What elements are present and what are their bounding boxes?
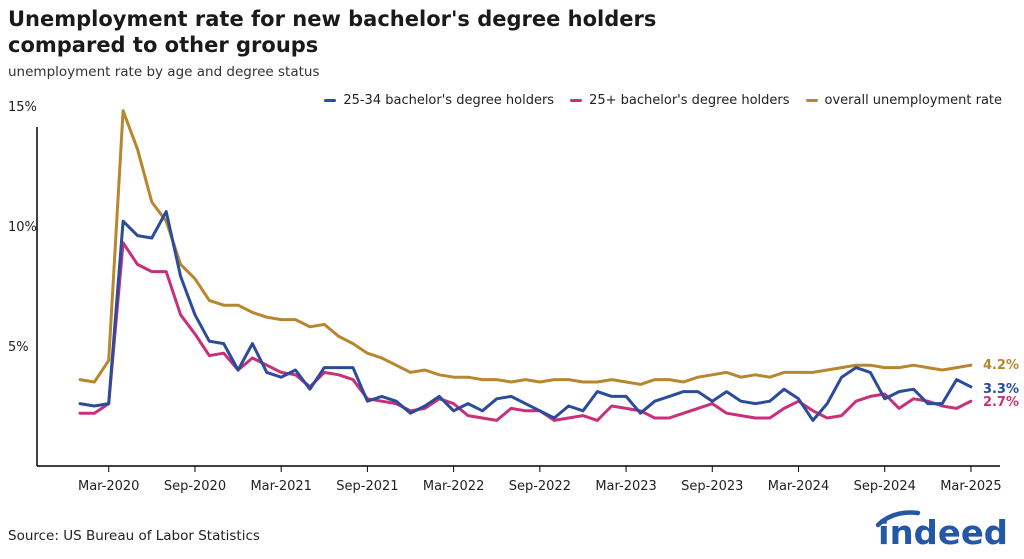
series-line-1 (78, 241, 973, 422)
indeed-logo-wordmark: indeed (878, 513, 1008, 552)
x-tick-label: Mar-2023 (595, 479, 656, 494)
indeed-logo-arc (875, 510, 921, 528)
series-line-0 (78, 210, 973, 422)
end-value-label-0: 3.3% (983, 382, 1019, 397)
indeed-logo: indeed (875, 510, 1008, 552)
legend-item-overall-unemployment: overall unemployment rate (805, 93, 1003, 108)
legend-item-25-34-bachelors: 25-34 bachelor's degree holders (324, 93, 554, 108)
chart-title-line-2: compared to other groups (8, 33, 319, 57)
x-tick-label: Mar-2022 (423, 479, 484, 494)
x-tick-label: Sep-2021 (336, 479, 398, 494)
legend-label-overall-unemployment: overall unemployment rate (824, 93, 1003, 108)
x-tick-label: Sep-2023 (681, 479, 743, 494)
x-tick-label: Mar-2021 (250, 479, 311, 494)
chart-legend: 25-34 bachelor's degree holders 25+ bach… (324, 93, 1002, 108)
legend-swatch-overall-unemployment (805, 98, 818, 103)
legend-item-25-plus-bachelors: 25+ bachelor's degree holders (570, 93, 790, 108)
legend-label-25-plus-bachelors: 25+ bachelor's degree holders (589, 93, 790, 108)
end-labels: 3.3%2.7% 4.2% (983, 358, 1019, 410)
legend-swatch-25-plus-bachelors (570, 98, 583, 103)
series-lines (78, 109, 973, 422)
chart-subtitle: unemployment rate by age and degree stat… (8, 64, 320, 80)
end-value-label-1: 2.7% (983, 395, 1019, 410)
y-tick-label: 5% (8, 340, 29, 355)
chart-title: Unemployment rate for new bachelor's deg… (8, 6, 1008, 58)
legend-swatch-25-34-bachelors (324, 98, 337, 103)
chart-title-line-1: Unemployment rate for new bachelor's deg… (8, 7, 657, 31)
end-value-label-2: 4.2% (983, 358, 1019, 373)
x-tick-label: Mar-2020 (78, 479, 139, 494)
series-line-2 (78, 109, 973, 386)
x-tick-label: Mar-2025 (940, 479, 1001, 494)
x-tick-label: Sep-2024 (854, 479, 916, 494)
x-axis-ticks: Mar-2020 Sep-2020 Mar-2021 Sep-2021 Mar-2022… (78, 466, 1002, 494)
legend-label-25-34-bachelors: 25-34 bachelor's degree holders (343, 93, 555, 108)
line-chart: 5% 10% 15% Mar-2020 Sep-2020 Mar-2021 Sep-202… (8, 100, 1019, 494)
y-axis-ticks: 5% 10% 15% (8, 100, 37, 355)
y-tick-label: 15% (8, 100, 37, 115)
y-tick-label: 10% (8, 220, 37, 235)
source-note: Source: US Bureau of Labor Statistics (8, 528, 260, 544)
x-tick-label: Sep-2020 (164, 479, 226, 494)
x-tick-label: Sep-2022 (509, 479, 571, 494)
x-tick-label: Mar-2024 (768, 479, 829, 494)
